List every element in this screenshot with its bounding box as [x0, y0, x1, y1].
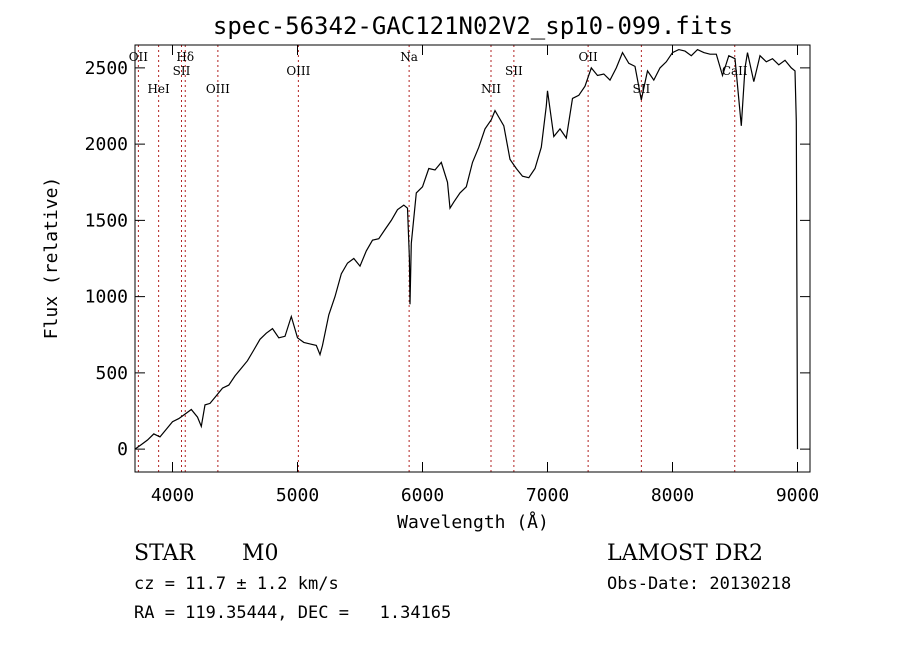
x-tick-label: 9000	[776, 485, 819, 506]
spectral-line-label: Hδ	[176, 50, 194, 64]
spectral-line-label: NII	[481, 82, 501, 96]
spectral-line-label: OII	[129, 50, 149, 64]
x-tick-label: 8000	[651, 485, 694, 506]
spectrum-series-line	[134, 48, 799, 450]
y-tick-label: 2000	[85, 134, 128, 155]
spectral-line-label: SII	[173, 64, 191, 78]
observation-date: Obs-Date: 20130218	[607, 574, 792, 594]
x-axis-label: Wavelength (Å)	[397, 511, 549, 533]
object-class: STAR	[134, 541, 195, 566]
spectral-line-label: CaII	[722, 64, 748, 78]
spectral-line-label: OIII	[286, 64, 310, 78]
redshift-velocity: cz = 11.7 ± 1.2 km/s	[134, 574, 339, 594]
y-tick-label: 2500	[85, 58, 128, 79]
y-tick-label: 1500	[85, 210, 128, 231]
x-tick-label: 7000	[526, 485, 569, 506]
y-tick-label: 1000	[85, 287, 128, 308]
spectral-line-label: OIII	[206, 82, 230, 96]
y-tick-label: 500	[95, 363, 128, 384]
spectral-line-label: OII	[578, 50, 598, 64]
x-tick-label: 5000	[276, 485, 319, 506]
y-axis-label: Flux (relative)	[41, 177, 62, 340]
x-tick-label: 4000	[151, 485, 194, 506]
y-tick-label: 0	[117, 439, 128, 460]
plot-frame	[134, 44, 811, 473]
spectral-line-label: SII	[505, 64, 523, 78]
spectral-line-label: Na	[400, 50, 418, 64]
survey-name: LAMOST DR2	[607, 541, 763, 566]
spectral-line-label: SII	[633, 82, 651, 96]
object-subclass: M0	[242, 541, 279, 566]
x-tick-label: 6000	[401, 485, 444, 506]
coordinates: RA = 119.35444, DEC = 1.34165	[134, 603, 452, 623]
spectral-line-label: HeI	[147, 82, 170, 96]
chart-title: spec-56342-GAC121N02V2_sp10-099.fits	[213, 12, 733, 40]
